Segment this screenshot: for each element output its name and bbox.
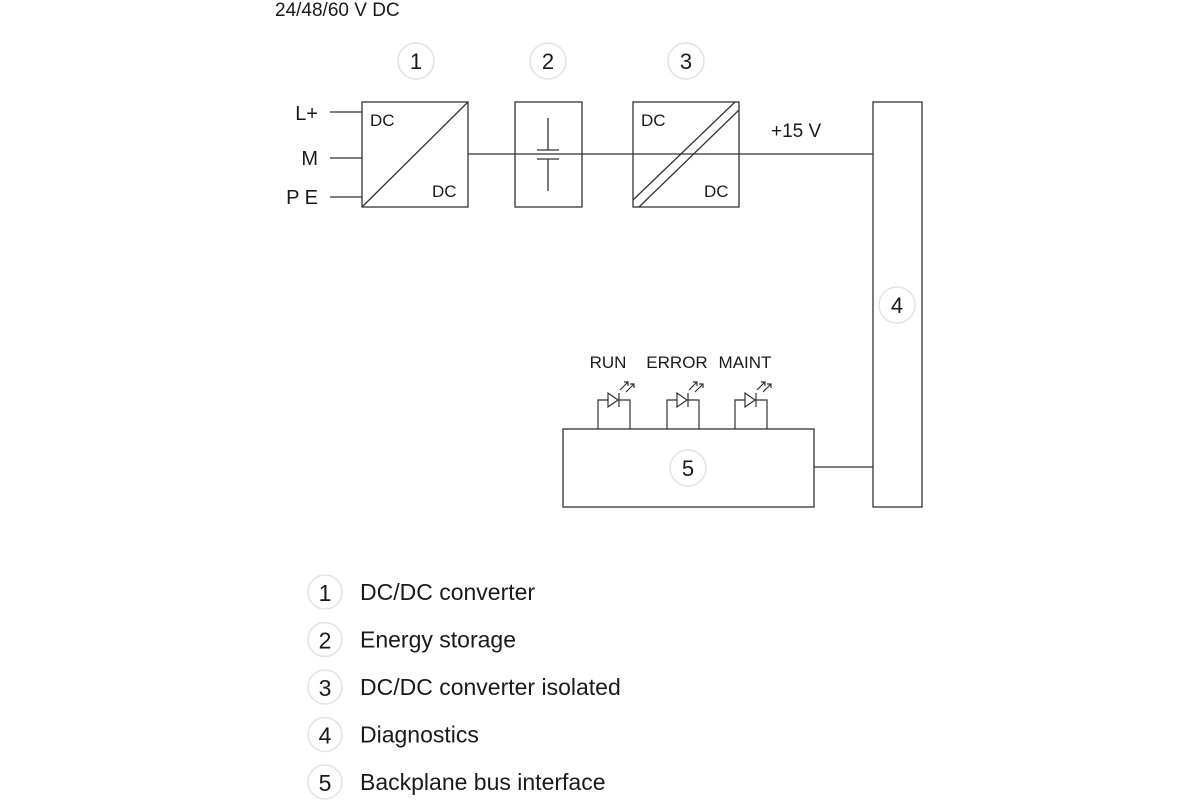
input-terminals: L+ M P E bbox=[286, 103, 362, 209]
block-number: 2 bbox=[542, 49, 554, 74]
led-indicators: RUN ERROR MAINT bbox=[590, 353, 772, 429]
block-dc-dc-converter-isolated: 3 DC DC bbox=[632, 42, 740, 208]
legend-label: Diagnostics bbox=[360, 722, 479, 748]
block-label: DC bbox=[704, 182, 729, 201]
block-number: 5 bbox=[682, 456, 694, 481]
input-label: P E bbox=[286, 187, 318, 209]
led-maint: MAINT bbox=[719, 353, 772, 429]
legend-label: DC/DC converter bbox=[360, 579, 535, 605]
block-diagnostics: 4 bbox=[872, 101, 923, 508]
capacitor-icon bbox=[537, 118, 559, 191]
led-diode-icon bbox=[607, 381, 635, 409]
input-label: M bbox=[301, 148, 318, 170]
number-circle bbox=[667, 42, 705, 80]
led-label: ERROR bbox=[646, 353, 707, 372]
block-energy-storage: 2 bbox=[514, 42, 583, 208]
led-label: RUN bbox=[590, 353, 627, 372]
number-circle bbox=[397, 42, 435, 80]
number-circle bbox=[307, 621, 343, 658]
legend-number: 5 bbox=[319, 770, 332, 796]
input-label: L+ bbox=[295, 103, 318, 125]
led-run: RUN bbox=[590, 353, 635, 429]
block-dc-dc-converter: 1 DC DC bbox=[361, 42, 469, 208]
voltage-label: +15 V bbox=[771, 121, 822, 142]
legend-number: 1 bbox=[319, 580, 332, 606]
legend: 1 DC/DC converter 2 Energy storage 3 DC/DC co… bbox=[307, 574, 621, 800]
legend-item: 3 DC/DC converter isolated bbox=[307, 669, 621, 705]
legend-number: 2 bbox=[319, 628, 332, 654]
block-label: DC bbox=[641, 111, 666, 130]
block-number: 4 bbox=[891, 293, 903, 318]
legend-number: 4 bbox=[319, 723, 332, 749]
legend-label: Energy storage bbox=[360, 627, 516, 653]
number-circle bbox=[529, 42, 567, 80]
number-circle bbox=[307, 764, 343, 800]
legend-label: DC/DC converter isolated bbox=[360, 674, 621, 700]
led-diode-icon bbox=[676, 381, 704, 409]
legend-number: 3 bbox=[319, 675, 332, 701]
block-number: 1 bbox=[410, 49, 422, 74]
legend-item: 2 Energy storage bbox=[307, 621, 516, 658]
number-circle bbox=[669, 449, 707, 487]
legend-label: Backplane bus interface bbox=[360, 769, 606, 795]
block-label: DC bbox=[432, 182, 457, 201]
number-circle bbox=[307, 669, 343, 705]
legend-item: 4 Diagnostics bbox=[307, 716, 479, 753]
led-error: ERROR bbox=[646, 353, 708, 429]
number-circle bbox=[307, 716, 343, 753]
led-label: MAINT bbox=[719, 353, 772, 372]
number-circle bbox=[878, 286, 916, 324]
diagram-title: 24/48/60 V DC bbox=[275, 0, 400, 21]
block-number: 3 bbox=[680, 49, 692, 74]
legend-item: 1 DC/DC converter bbox=[307, 574, 535, 610]
led-diode-icon bbox=[744, 381, 772, 409]
block-label: DC bbox=[370, 111, 395, 130]
block-backplane-bus-interface: 5 bbox=[562, 428, 815, 508]
legend-item: 5 Backplane bus interface bbox=[307, 764, 606, 800]
number-circle bbox=[307, 574, 343, 610]
